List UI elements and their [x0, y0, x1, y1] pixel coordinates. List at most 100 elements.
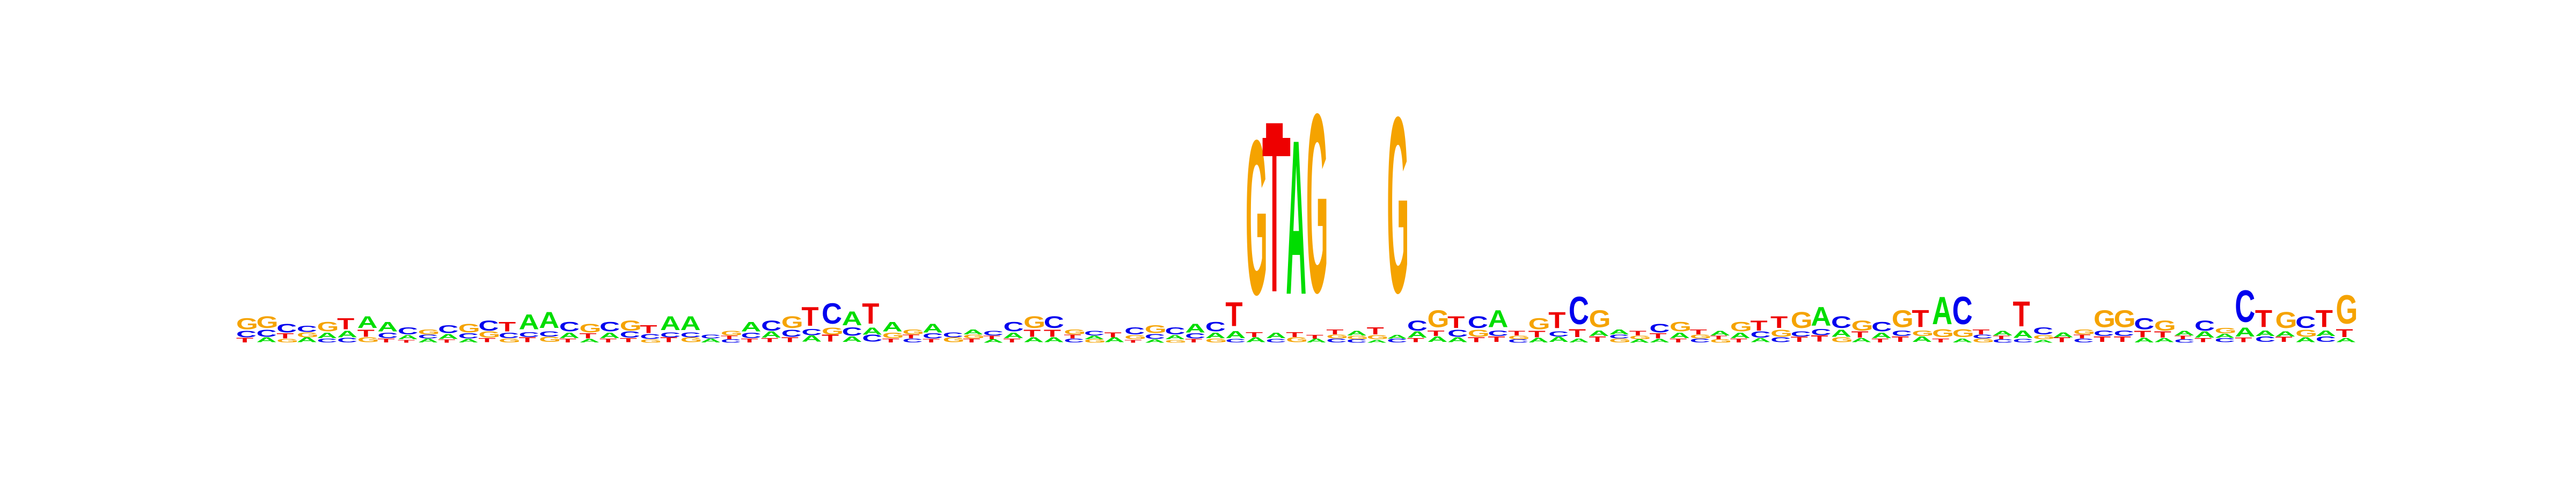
- letter-T: T: [559, 338, 576, 343]
- letter-C: C: [1609, 334, 1629, 340]
- letter-T: T: [1629, 330, 1646, 337]
- logo-position: CAT: [337, 316, 357, 344]
- letter-T: T: [499, 319, 516, 334]
- letter-C: C: [1488, 329, 1508, 338]
- letter-C: C: [1346, 339, 1367, 344]
- logo-position: AGC: [2033, 325, 2055, 343]
- letter-A: A: [842, 308, 862, 330]
- letter-T: T: [1649, 332, 1667, 340]
- logo-position: ACT: [801, 302, 822, 343]
- letter-A: A: [1750, 337, 1770, 343]
- letter-C: C: [943, 332, 963, 339]
- logo-position: ATC: [2134, 316, 2154, 344]
- logo-position: TGA: [1932, 289, 1954, 344]
- letter-C: C: [2255, 335, 2275, 344]
- letter-A: A: [2033, 339, 2053, 343]
- letter-G: G: [1326, 334, 1348, 340]
- letter-T: T: [1064, 334, 1081, 340]
- letter-A: A: [1811, 302, 1831, 331]
- letter-T: T: [1710, 335, 1727, 340]
- letter-C: C: [1831, 313, 1851, 332]
- letter-C: C: [1205, 319, 1226, 334]
- letter-G: G: [458, 321, 480, 335]
- letter-C: C: [438, 324, 458, 336]
- letter-A: A: [1912, 335, 1932, 344]
- start-marker: [1262, 138, 1291, 156]
- letter-A: A: [1246, 336, 1266, 344]
- letter-T: T: [519, 336, 537, 344]
- letter-C: C: [236, 329, 257, 340]
- letter-C: C: [1791, 330, 1811, 339]
- letter-A: A: [1407, 330, 1428, 340]
- letter-C: C: [1993, 339, 2013, 344]
- letter-A: A: [1629, 339, 1650, 344]
- letter-G: G: [539, 335, 561, 344]
- letter-C: C: [377, 331, 398, 340]
- logo-position: TCG: [1892, 306, 1914, 344]
- logo-position: TAC: [559, 319, 580, 343]
- logo-position: GTC: [276, 321, 298, 344]
- letter-A: A: [2235, 325, 2255, 339]
- letter-C: C: [700, 333, 721, 340]
- letter-G: G: [1246, 95, 1268, 341]
- logo-position: GCA: [680, 312, 702, 344]
- letter-G: G: [1508, 335, 1530, 340]
- letter-G: G: [418, 328, 440, 336]
- letter-C: C: [559, 319, 580, 334]
- logo-position: TAC: [1004, 319, 1024, 343]
- letter-A: A: [1286, 95, 1306, 341]
- letter-C: C: [1084, 330, 1104, 337]
- logo-position: CTA: [2174, 330, 2194, 343]
- logo-position: CAG: [2215, 326, 2237, 344]
- letter-G: G: [1710, 339, 1732, 344]
- logo-position: ACG: [418, 328, 440, 343]
- letter-A: A: [1447, 336, 1468, 344]
- logo-position: GCA: [539, 308, 561, 344]
- logo-position: TAC: [2235, 281, 2255, 344]
- letter-G: G: [2073, 328, 2095, 336]
- logo-position: CAT: [862, 297, 882, 343]
- logo-position: TCG: [236, 316, 258, 344]
- logo-position: TCA: [519, 310, 539, 344]
- letter-G: G: [1690, 334, 1712, 340]
- logo-position: ATG: [1851, 317, 1874, 343]
- letter-A: A: [1023, 336, 1044, 344]
- logo-position: ATG: [1023, 313, 1045, 344]
- logo-position: TGC: [822, 297, 844, 343]
- logo-position: ACG: [1145, 324, 1167, 344]
- logo-position: TGC: [1468, 313, 1490, 344]
- letter-C: C: [458, 332, 479, 340]
- letter-C: C: [1447, 328, 1468, 339]
- letter-C: C: [297, 324, 317, 334]
- letter-C: C: [2012, 338, 2033, 344]
- letter-C: C: [620, 330, 640, 340]
- letter-C: C: [2114, 329, 2134, 338]
- letter-T: T: [1428, 329, 1445, 338]
- letter-T: T: [2336, 327, 2353, 340]
- letter-C: C: [2033, 325, 2053, 336]
- letter-T: T: [2275, 335, 2293, 344]
- letter-T: T: [1508, 330, 1525, 337]
- letter-A: A: [1528, 336, 1549, 343]
- logo-position: CGT: [1508, 330, 1530, 343]
- letter-T: T: [2316, 306, 2333, 333]
- letter-C: C: [2134, 316, 2154, 333]
- letter-C: C: [1225, 338, 1246, 343]
- logo-position: TCA: [1811, 302, 1831, 343]
- letter-G: G: [882, 331, 904, 340]
- letter-A: A: [257, 336, 277, 344]
- letter-T: T: [377, 338, 394, 343]
- letter-G: G: [1670, 319, 1692, 334]
- letter-T: T: [1528, 329, 1546, 340]
- letter-G: G: [1084, 339, 1106, 344]
- letter-A: A: [923, 321, 943, 335]
- letter-G: G: [297, 332, 319, 339]
- letter-A: A: [660, 312, 680, 335]
- letter-T: T: [1670, 338, 1687, 343]
- logo-position: AC: [700, 333, 721, 343]
- letter-A: A: [559, 331, 580, 340]
- letter-T: T: [1326, 328, 1344, 336]
- logo-position: ACT: [1750, 317, 1770, 343]
- letter-G: G: [1730, 319, 1752, 334]
